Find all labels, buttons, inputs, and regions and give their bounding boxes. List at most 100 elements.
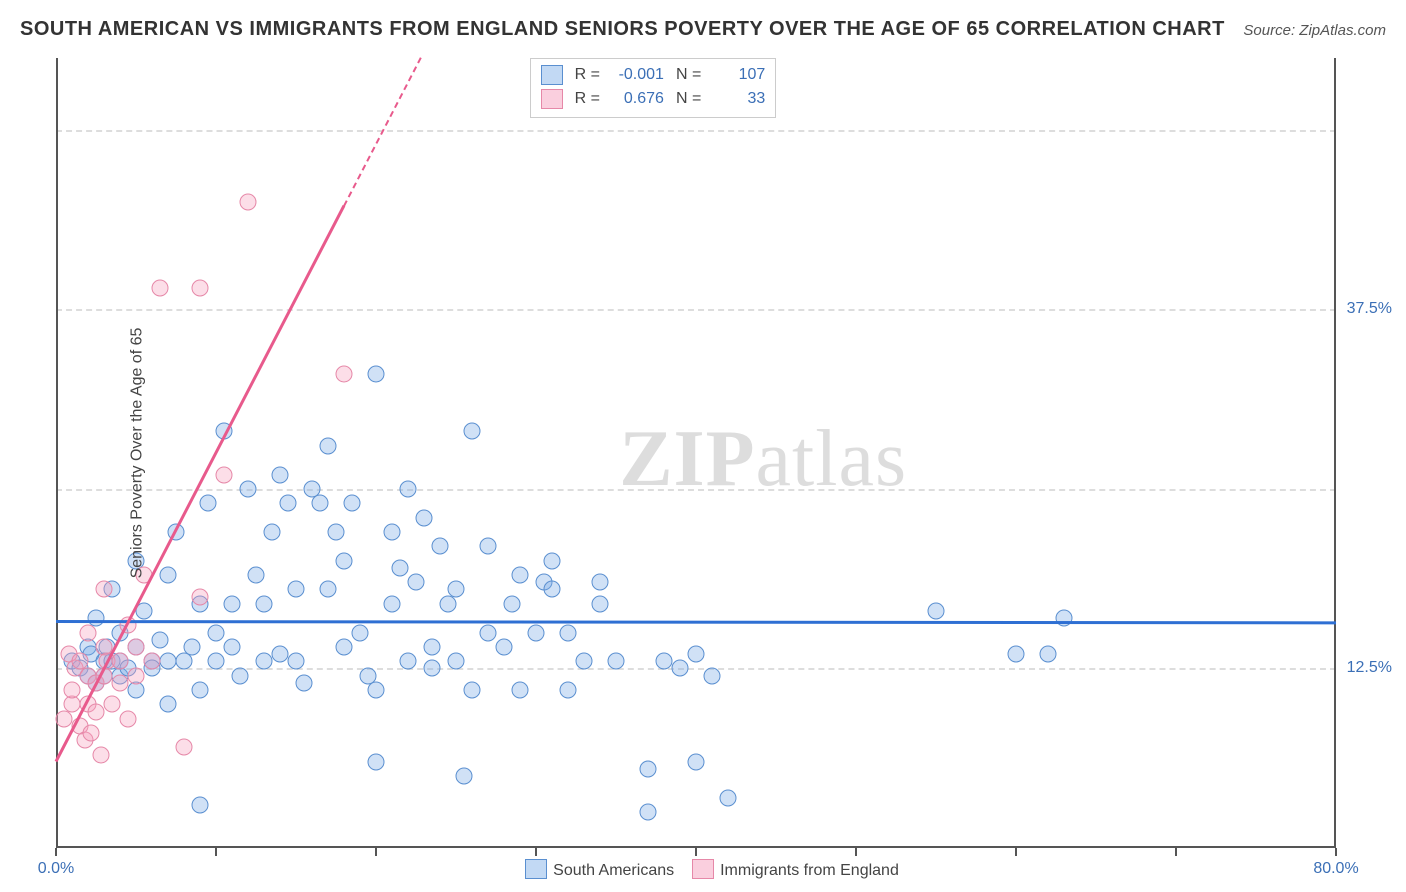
data-point [344,495,361,512]
chart-header: SOUTH AMERICAN VS IMMIGRANTS FROM ENGLAN… [20,18,1386,48]
data-point [192,279,209,296]
data-point [272,646,289,663]
data-point [464,423,481,440]
data-point [672,660,689,677]
data-point [240,193,257,210]
x-tick-mark [855,848,857,856]
x-tick-mark [55,848,57,856]
data-point [208,653,225,670]
x-tick-mark [215,848,217,856]
r-label: R = [575,87,600,111]
data-point [512,567,529,584]
data-point [512,682,529,699]
data-point [83,725,100,742]
legend-swatch [541,65,563,85]
data-point [184,638,201,655]
data-point [384,595,401,612]
y-tick-label: 12.5% [1340,659,1392,677]
data-point [368,366,385,383]
data-point [608,653,625,670]
data-point [656,653,673,670]
data-point [232,667,249,684]
data-point [288,653,305,670]
n-value: 107 [713,63,765,87]
data-point [336,366,353,383]
data-point [704,667,721,684]
data-point [1056,610,1073,627]
data-point [456,768,473,785]
gridline [56,668,1336,670]
data-point [336,638,353,655]
data-point [256,653,273,670]
data-point [200,495,217,512]
data-point [272,466,289,483]
r-value: 0.676 [612,87,664,111]
x-tick-mark [695,848,697,856]
legend-label: South Americans [553,862,674,879]
x-tick-mark [535,848,537,856]
data-point [368,753,385,770]
data-point [408,574,425,591]
legend-swatch [541,89,563,109]
data-point [448,581,465,598]
data-point [144,653,161,670]
data-point [464,682,481,699]
data-point [160,696,177,713]
data-point [576,653,593,670]
data-point [480,538,497,555]
gridline [56,309,1336,311]
plot-area: ZIPatlas 12.5%37.5%0.0%80.0%R =-0.001N =… [56,58,1336,848]
data-point [480,624,497,641]
gridline [56,130,1336,132]
trend-line [56,620,1336,624]
legend-swatch [525,859,547,879]
data-point [312,495,329,512]
x-tick-mark [1015,848,1017,856]
data-point [544,552,561,569]
bottom-legend: South Americans Immigrants from England [0,859,1406,880]
trend-line [343,58,421,207]
data-point [92,746,109,763]
legend-swatch [692,859,714,879]
data-point [192,588,209,605]
correlation-legend-row: R =0.676N =33 [541,87,766,111]
data-point [128,667,145,684]
data-point [208,624,225,641]
data-point [592,574,609,591]
x-tick-mark [1335,848,1337,856]
data-point [560,682,577,699]
data-point [504,595,521,612]
x-tick-mark [375,848,377,856]
data-point [224,638,241,655]
data-point [88,703,105,720]
source-prefix: Source: [1243,22,1299,39]
data-point [104,696,121,713]
data-point [152,279,169,296]
data-point [496,638,513,655]
x-tick-mark [1175,848,1177,856]
data-point [224,595,241,612]
chart-title: SOUTH AMERICAN VS IMMIGRANTS FROM ENGLAN… [20,18,1225,40]
data-point [96,581,113,598]
n-label: N = [676,87,701,111]
right-axis-line [1334,58,1336,848]
data-point [928,603,945,620]
data-point [424,660,441,677]
data-point [392,559,409,576]
data-point [240,480,257,497]
y-axis-line [56,58,58,848]
data-point [592,595,609,612]
data-point [112,674,129,691]
data-point [288,581,305,598]
plot-area-wrapper: ZIPatlas 12.5%37.5%0.0%80.0%R =-0.001N =… [56,58,1336,848]
data-point [368,682,385,699]
r-label: R = [575,63,600,87]
data-point [248,567,265,584]
data-point [400,653,417,670]
data-point [640,804,657,821]
data-point [720,789,737,806]
legend-label: Immigrants from England [720,862,899,879]
data-point [448,653,465,670]
data-point [64,682,81,699]
r-value: -0.001 [612,63,664,87]
